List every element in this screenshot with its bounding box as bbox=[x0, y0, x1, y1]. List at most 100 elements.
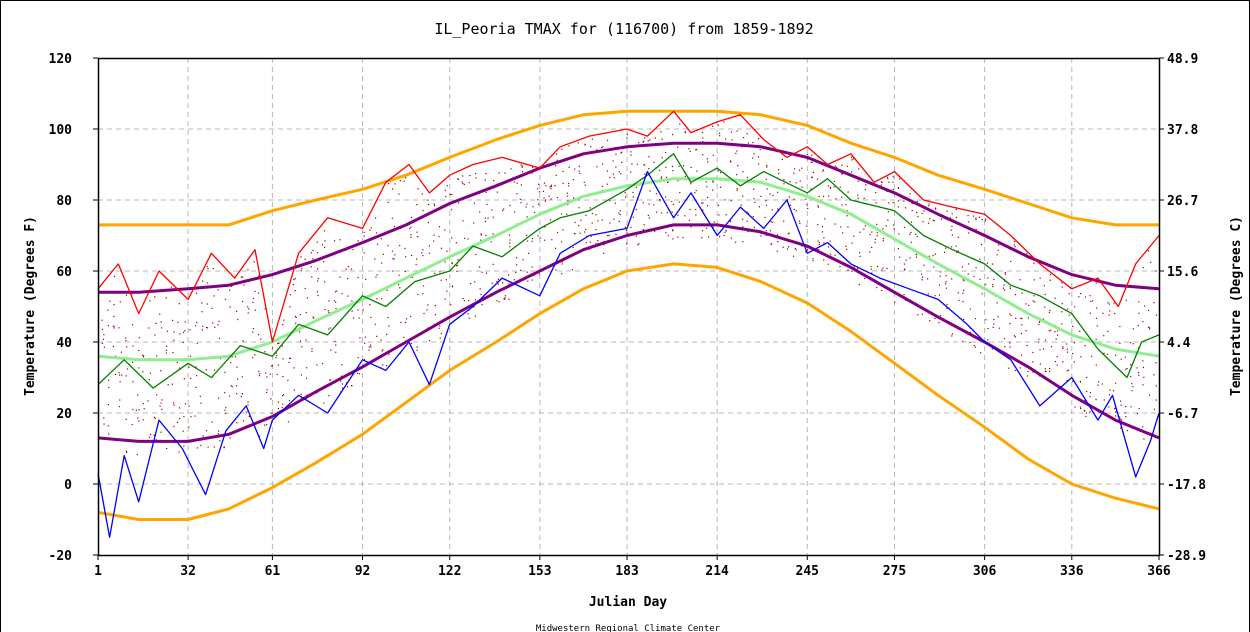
observation-dot bbox=[438, 235, 440, 238]
observation-dot bbox=[516, 193, 518, 195]
observation-dot bbox=[328, 300, 330, 302]
observation-dot bbox=[606, 170, 609, 172]
observation-dot bbox=[195, 325, 197, 327]
observation-dot bbox=[624, 196, 627, 198]
observation-dot bbox=[561, 263, 563, 265]
observation-dot bbox=[578, 207, 580, 209]
observation-dot bbox=[635, 208, 637, 211]
observation-dot bbox=[328, 311, 330, 314]
observation-dot bbox=[252, 297, 255, 300]
observation-dot bbox=[330, 349, 332, 351]
observation-dot bbox=[766, 164, 768, 167]
observation-dot bbox=[376, 232, 378, 234]
observation-dot bbox=[909, 233, 911, 235]
observation-dot bbox=[119, 381, 121, 383]
observation-dot bbox=[821, 226, 824, 228]
observation-dot bbox=[607, 235, 609, 237]
envelope-upper-line bbox=[98, 109, 1159, 227]
observation-dot bbox=[195, 366, 197, 368]
observation-dot bbox=[630, 151, 632, 153]
observation-dot bbox=[550, 186, 552, 188]
observation-dot bbox=[538, 273, 540, 275]
observation-dot bbox=[903, 269, 906, 271]
observation-dot bbox=[874, 241, 876, 244]
observation-dot bbox=[1027, 370, 1029, 373]
observation-dot bbox=[905, 259, 907, 261]
observation-dot bbox=[189, 355, 192, 357]
observation-dot bbox=[323, 402, 325, 404]
observation-dot bbox=[799, 222, 801, 225]
observation-dot bbox=[1021, 324, 1023, 326]
y-tick-label-right: -6.7 bbox=[1167, 407, 1198, 422]
observation-dot bbox=[428, 340, 431, 342]
observation-dot bbox=[805, 198, 807, 200]
credit-text: Midwestern Regional Climate Center bbox=[536, 624, 721, 632]
observation-dot bbox=[701, 202, 703, 204]
observation-dot bbox=[329, 379, 332, 381]
observation-dot bbox=[281, 395, 284, 397]
observation-dot bbox=[769, 193, 771, 195]
observation-dot bbox=[882, 228, 884, 230]
observation-dot bbox=[468, 317, 470, 319]
observation-dot bbox=[1061, 303, 1063, 305]
observation-dot bbox=[1010, 314, 1012, 317]
observation-dot bbox=[1050, 346, 1053, 348]
observation-dot bbox=[370, 316, 372, 318]
series-lines bbox=[97, 109, 1160, 538]
observation-dot bbox=[258, 435, 261, 437]
observation-dot bbox=[869, 233, 871, 236]
observation-dot bbox=[509, 246, 511, 248]
observation-dot bbox=[876, 286, 878, 289]
observation-dot bbox=[278, 342, 280, 344]
observation-dot bbox=[987, 327, 989, 330]
observation-dot bbox=[1056, 334, 1059, 336]
observation-dot bbox=[153, 434, 155, 436]
observation-dot bbox=[1092, 300, 1094, 302]
observation-dot bbox=[444, 298, 446, 300]
observation-dot bbox=[295, 322, 297, 324]
observation-dot bbox=[667, 181, 669, 183]
observation-dot bbox=[172, 351, 174, 354]
observation-dot bbox=[393, 225, 396, 228]
observation-dot bbox=[778, 169, 780, 171]
observation-dot bbox=[740, 204, 742, 206]
observation-dot bbox=[457, 178, 460, 180]
observation-dot bbox=[882, 240, 884, 242]
observation-dot bbox=[310, 266, 312, 268]
observation-dot bbox=[231, 356, 233, 358]
plot-area-border bbox=[97, 57, 1161, 557]
observation-dot bbox=[538, 203, 540, 205]
observation-dot bbox=[967, 214, 969, 217]
observation-dot bbox=[317, 280, 319, 282]
observation-dot bbox=[969, 341, 971, 344]
observation-dot bbox=[934, 317, 936, 320]
observation-dot bbox=[847, 269, 849, 271]
observation-dot bbox=[706, 186, 708, 188]
observation-dot bbox=[851, 270, 853, 272]
observation-dot bbox=[690, 183, 692, 185]
observation-dot bbox=[300, 269, 302, 271]
observation-dot bbox=[357, 309, 359, 311]
observation-dot bbox=[916, 235, 918, 238]
observation-dot bbox=[224, 409, 226, 411]
observation-dot bbox=[888, 202, 890, 204]
observation-dot bbox=[387, 201, 389, 204]
observation-dot bbox=[252, 301, 254, 304]
observation-dot bbox=[1109, 310, 1111, 312]
observation-dot bbox=[811, 154, 813, 156]
observation-dot bbox=[230, 385, 232, 387]
observation-dot bbox=[514, 211, 516, 213]
observation-dot bbox=[972, 215, 975, 217]
observation-dot bbox=[869, 251, 871, 253]
observation-dot bbox=[618, 171, 620, 173]
observation-dot bbox=[254, 290, 256, 293]
observation-dot bbox=[264, 351, 266, 353]
observation-dot bbox=[422, 292, 424, 295]
observation-dot bbox=[1130, 406, 1132, 408]
observation-dot bbox=[485, 191, 487, 193]
observation-dot bbox=[427, 221, 429, 224]
observation-dot bbox=[474, 281, 476, 283]
observation-dot bbox=[382, 349, 384, 351]
observation-dot bbox=[321, 244, 324, 246]
y-tick-label-right: 4.4 bbox=[1167, 336, 1191, 351]
